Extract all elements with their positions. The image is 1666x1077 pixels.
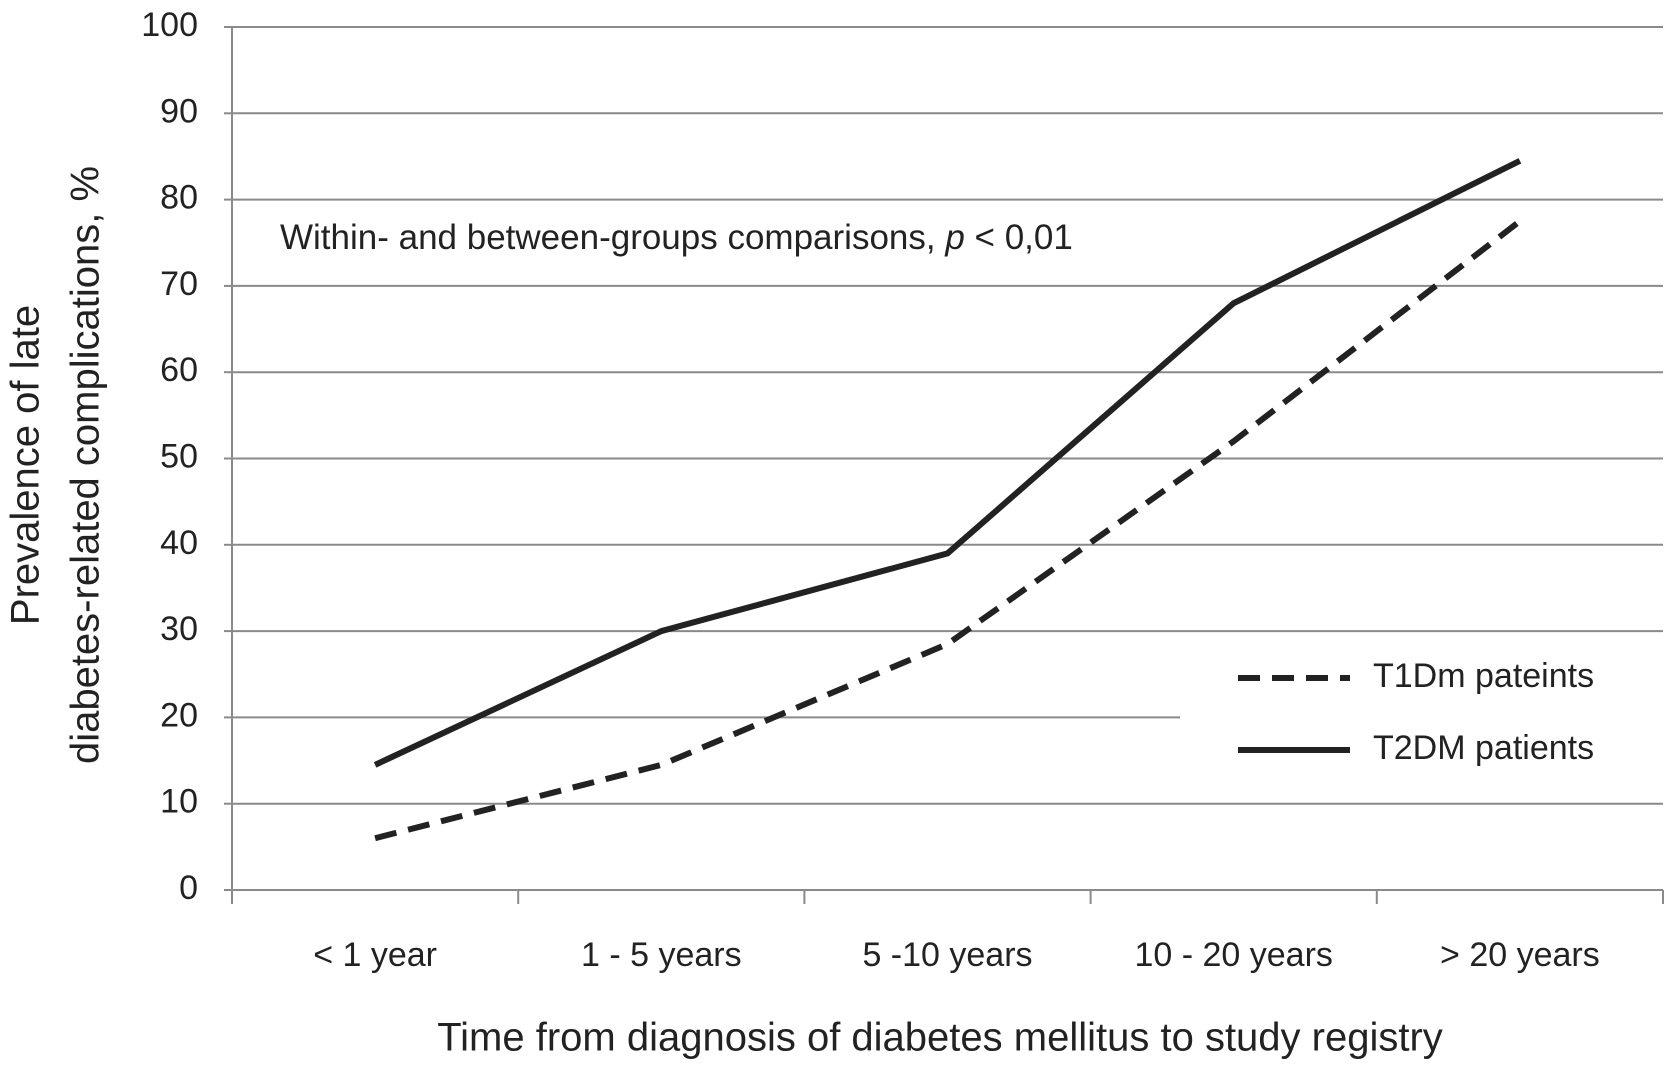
y-tick-label: 80 [160,179,198,217]
y-axis-title: Prevalence of late [4,305,48,625]
y-tick-label: 90 [160,92,198,130]
x-tick-label: 5 -10 years [862,936,1032,974]
legend-label: T2DM patients [1373,729,1594,767]
y-tick-label: 0 [179,869,198,907]
x-tick-label: 1 - 5 years [581,936,742,974]
y-tick-label: 50 [160,437,198,475]
legend-background [1180,648,1663,786]
annotation: Within- and between-groups comparisons, … [280,218,1073,257]
annotation-text: Within- and between-groups comparisons, [280,218,936,257]
y-tick-label: 40 [160,524,198,562]
x-axis-title: Time from diagnosis of diabetes mellitus… [437,1016,1443,1060]
x-tick-label: > 20 years [1440,936,1600,974]
y-tick-label: 30 [160,610,198,648]
y-tick-label: 10 [160,783,198,821]
annotation-text: < 0,01 [975,218,1073,257]
legend-label: T1Dm pateints [1373,657,1594,695]
y-axis-title: diabetes-related complications, % [64,166,108,764]
y-tick-label: 20 [160,696,198,734]
y-tick-label: 70 [160,265,198,303]
x-tick-label: 10 - 20 years [1134,936,1332,974]
series-line [373,158,1522,768]
y-tick-label: 100 [141,6,198,44]
annotation-text: p [944,218,964,257]
x-tick-label: < 1 year [313,936,437,974]
y-tick-label: 60 [160,351,198,389]
